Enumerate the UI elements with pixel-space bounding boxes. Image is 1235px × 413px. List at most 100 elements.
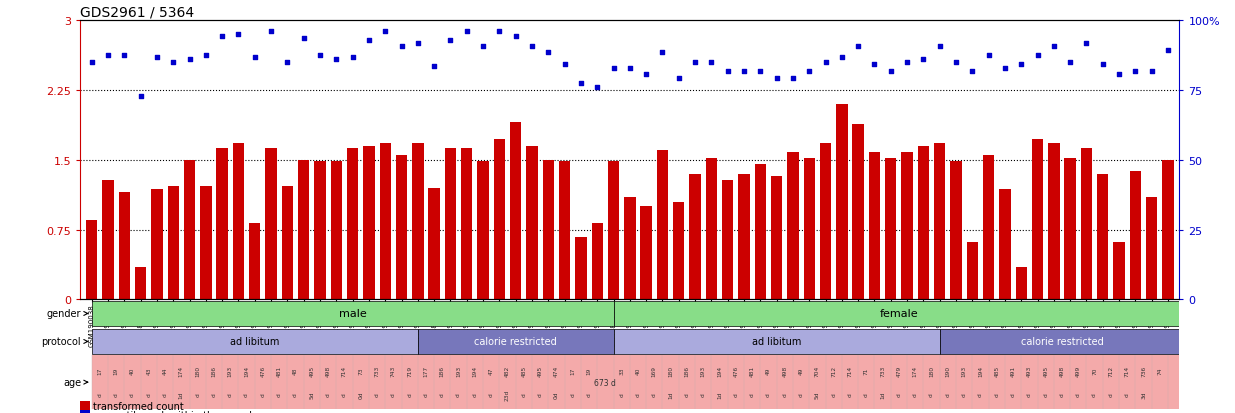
- Bar: [820, 143, 831, 300]
- Text: calorie restricted: calorie restricted: [1020, 336, 1103, 346]
- Point: [571, 81, 590, 87]
- Bar: [363, 146, 374, 300]
- Bar: [1049, 143, 1060, 300]
- Text: 194: 194: [245, 365, 249, 376]
- Point: [228, 31, 248, 38]
- Text: 476: 476: [734, 365, 739, 376]
- Point: [489, 28, 509, 35]
- Text: d: d: [440, 392, 445, 396]
- Text: d: d: [897, 392, 902, 396]
- Text: d: d: [945, 392, 951, 396]
- Bar: [868, 153, 881, 300]
- Text: d: d: [114, 392, 119, 396]
- Text: 74: 74: [1157, 367, 1162, 374]
- Text: 177: 177: [424, 365, 429, 376]
- Bar: [705, 158, 718, 300]
- Bar: [216, 149, 228, 300]
- Point: [864, 62, 884, 69]
- Bar: [722, 180, 734, 300]
- Text: 40: 40: [636, 367, 641, 374]
- Point: [1158, 47, 1178, 54]
- Point: [326, 57, 346, 63]
- Text: d: d: [750, 392, 755, 396]
- Text: 49: 49: [799, 367, 804, 374]
- Bar: [1015, 267, 1028, 300]
- Text: d: d: [293, 392, 298, 396]
- Text: d: d: [98, 392, 103, 396]
- Text: d: d: [847, 392, 852, 396]
- Text: 193: 193: [700, 365, 705, 376]
- Text: d: d: [163, 392, 168, 396]
- Text: 481: 481: [750, 365, 755, 376]
- Text: d: d: [342, 392, 347, 396]
- Text: 47: 47: [489, 367, 494, 374]
- Bar: [200, 186, 211, 300]
- Bar: [314, 162, 326, 300]
- Text: 743: 743: [391, 365, 396, 376]
- Point: [506, 34, 526, 41]
- Bar: [804, 158, 815, 300]
- Bar: [641, 207, 652, 300]
- Point: [408, 40, 427, 47]
- Point: [962, 69, 982, 75]
- Text: d: d: [700, 392, 705, 396]
- Text: 44: 44: [163, 367, 168, 374]
- Bar: [1146, 197, 1157, 300]
- Text: 474: 474: [555, 365, 559, 376]
- Point: [1044, 43, 1063, 50]
- Bar: [608, 162, 619, 300]
- Text: d: d: [782, 392, 787, 396]
- Text: 498: 498: [326, 365, 331, 376]
- Text: d: d: [619, 392, 624, 396]
- Text: d: d: [473, 392, 478, 396]
- Text: 714: 714: [1125, 365, 1130, 376]
- Text: 194: 194: [718, 365, 722, 376]
- Text: d: d: [831, 392, 836, 396]
- Bar: [1162, 160, 1173, 300]
- Bar: [282, 186, 293, 300]
- Bar: [232, 143, 245, 300]
- Bar: [836, 104, 847, 300]
- Bar: [1081, 149, 1092, 300]
- Bar: [657, 151, 668, 300]
- Point: [98, 53, 117, 59]
- Bar: [396, 156, 408, 300]
- Text: gender: gender: [47, 309, 88, 319]
- Point: [163, 59, 183, 66]
- Bar: [967, 242, 978, 300]
- Bar: [86, 221, 98, 300]
- Bar: [1114, 242, 1125, 300]
- Text: 73: 73: [358, 367, 363, 374]
- Bar: [119, 193, 130, 300]
- Point: [115, 53, 135, 59]
- Bar: [1065, 158, 1076, 300]
- Point: [294, 36, 314, 43]
- Text: d: d: [211, 392, 216, 396]
- Point: [995, 66, 1015, 72]
- Bar: [478, 162, 489, 300]
- Bar: [526, 146, 537, 300]
- Point: [457, 28, 477, 35]
- Text: 17: 17: [98, 367, 103, 374]
- Text: d: d: [489, 392, 494, 396]
- Text: d: d: [799, 392, 804, 396]
- Text: 174: 174: [913, 365, 918, 376]
- Bar: [510, 123, 521, 300]
- Bar: [429, 188, 440, 300]
- Text: 495: 495: [537, 365, 542, 376]
- Text: d: d: [1125, 392, 1130, 396]
- Point: [1093, 62, 1113, 69]
- Point: [82, 59, 101, 66]
- Text: 169: 169: [652, 365, 657, 376]
- Text: GDS2961 / 5364: GDS2961 / 5364: [80, 5, 194, 19]
- Text: 180: 180: [668, 365, 673, 376]
- Point: [620, 66, 640, 72]
- Text: d: d: [408, 392, 412, 396]
- Bar: [266, 149, 277, 300]
- Bar: [494, 140, 505, 300]
- Text: 733: 733: [881, 365, 885, 376]
- Point: [734, 69, 753, 75]
- Point: [212, 34, 232, 41]
- Text: d: d: [261, 392, 266, 396]
- Point: [1142, 69, 1162, 75]
